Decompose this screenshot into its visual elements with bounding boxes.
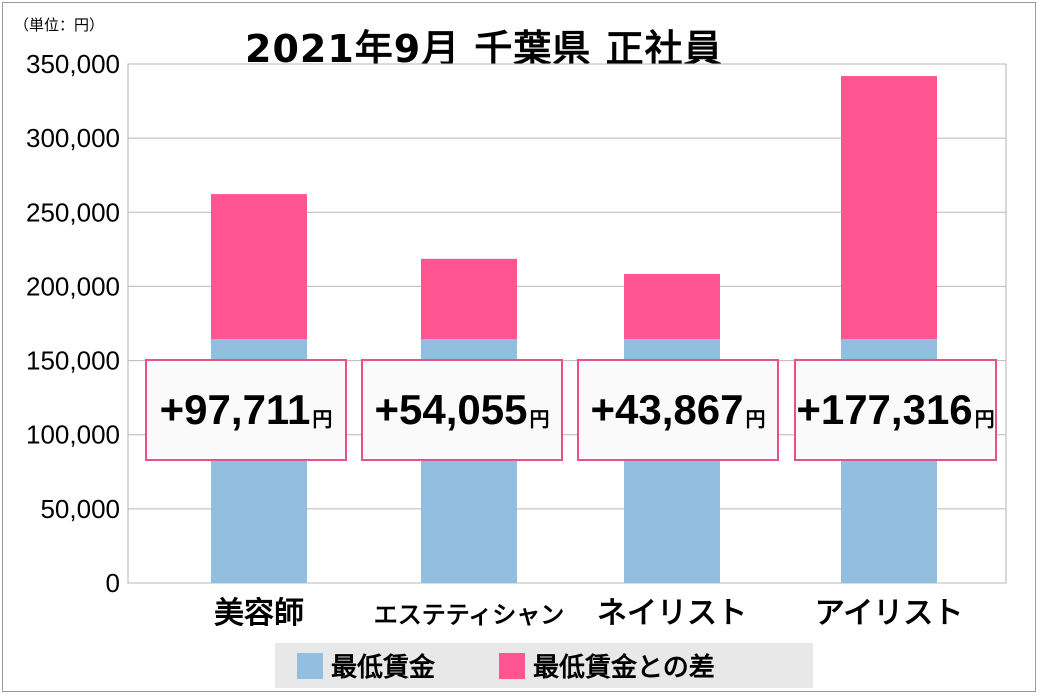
y-tick-label: 200,000 (26, 271, 120, 301)
diff-label-0: +97,711 円 (145, 359, 347, 461)
y-tick-label: 0 (106, 568, 120, 598)
diff-unit: 円 (974, 406, 995, 431)
diff-unit: 円 (529, 406, 550, 431)
x-category-label: 美容師 (214, 596, 304, 631)
legend: 最低賃金 最低賃金との差 (275, 643, 813, 688)
x-category-label: アイリスト (815, 596, 964, 631)
bar-difference (624, 273, 720, 339)
x-category-label: エステティシャン (374, 601, 565, 629)
diff-label-2: +43,867 円 (577, 359, 779, 461)
x-category-label: ネイリスト (597, 596, 747, 631)
y-tick-label: 50,000 (40, 494, 120, 524)
diff-value: +54,055 (374, 386, 528, 433)
diff-value: +43,867 (590, 386, 744, 433)
bar-difference (421, 258, 517, 339)
legend-swatch (499, 652, 526, 679)
diff-value: +177,316 (796, 386, 973, 433)
legend-swatch (297, 652, 323, 679)
diff-value: +97,711 (159, 386, 311, 433)
y-tick-label: 300,000 (26, 123, 120, 153)
diff-unit: 円 (745, 406, 766, 431)
diff-unit: 円 (312, 406, 333, 431)
y-tick-label: 150,000 (26, 346, 120, 376)
legend-item-min-wage: 最低賃金 (297, 647, 435, 684)
y-axis-ticks: 0 50,000 100,000 150,000 200,000 250,000 300,0… (26, 49, 120, 598)
y-tick-label: 100,000 (26, 420, 120, 450)
y-tick-label: 350,000 (26, 49, 120, 79)
legend-item-difference: 最低賃金との差 (499, 647, 715, 684)
bar-difference (211, 194, 307, 339)
unit-label: （単位：円） (14, 16, 105, 34)
y-tick-label: 250,000 (26, 197, 120, 227)
legend-label: 最低賃金との差 (533, 653, 715, 683)
x-axis-categories: 美容師 エステティシャン ネイリスト アイリスト (214, 596, 963, 631)
diff-label-3: +177,316 円 (794, 359, 997, 461)
legend-label: 最低賃金 (331, 653, 436, 683)
bar-difference (841, 76, 937, 339)
diff-label-1: +54,055 円 (361, 359, 563, 461)
